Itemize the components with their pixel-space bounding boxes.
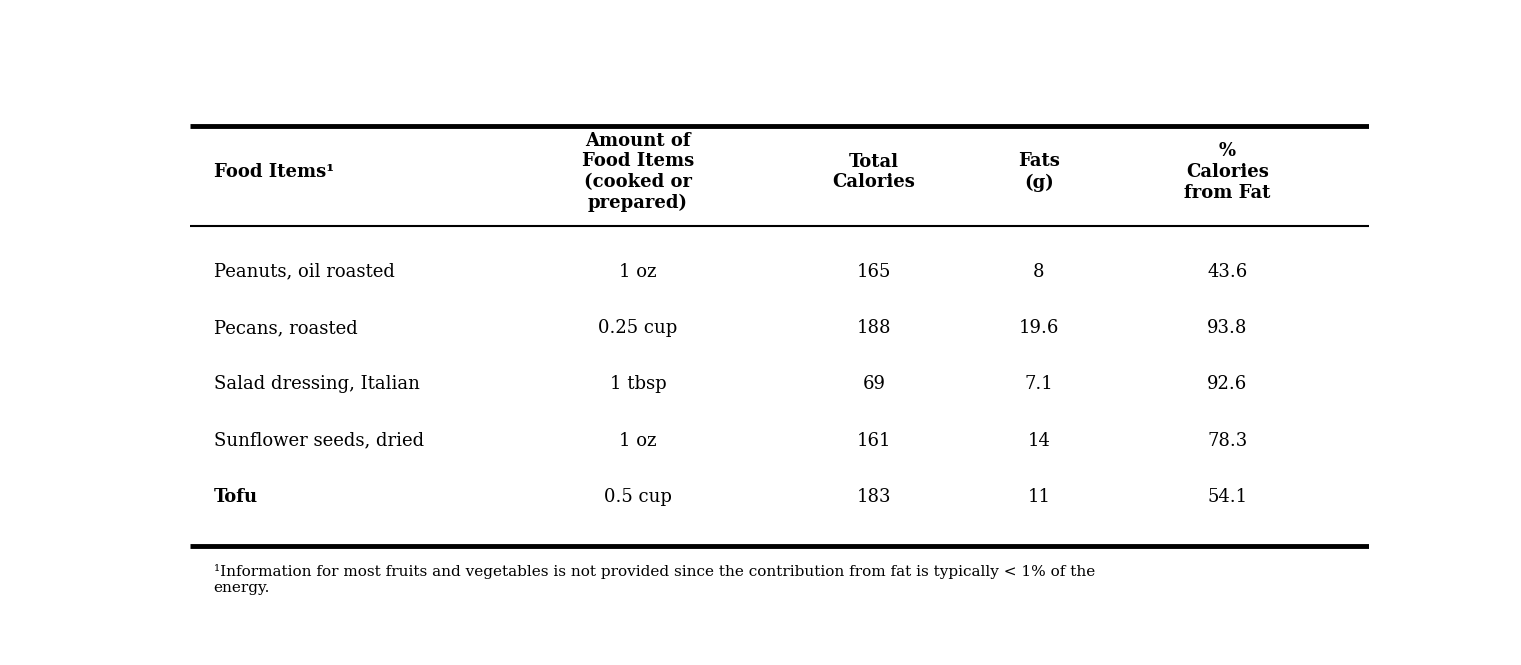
Text: Pecans, roasted: Pecans, roasted — [213, 319, 357, 337]
Text: Peanuts, oil roasted: Peanuts, oil roasted — [213, 263, 394, 281]
Text: 1 oz: 1 oz — [619, 432, 657, 450]
Text: 11: 11 — [1027, 488, 1051, 506]
Text: Tofu: Tofu — [213, 488, 259, 506]
Text: 183: 183 — [856, 488, 891, 506]
Text: 1 tbsp: 1 tbsp — [610, 376, 666, 394]
Text: Total
Calories: Total Calories — [832, 152, 916, 192]
Text: 19.6: 19.6 — [1019, 319, 1059, 337]
Text: 0.5 cup: 0.5 cup — [604, 488, 672, 506]
Text: Food Items¹: Food Items¹ — [213, 163, 333, 181]
Text: 7.1: 7.1 — [1025, 376, 1053, 394]
Text: 161: 161 — [856, 432, 891, 450]
Text: 93.8: 93.8 — [1208, 319, 1247, 337]
Text: Amount of
Food Items
(cooked or
prepared): Amount of Food Items (cooked or prepared… — [583, 132, 694, 212]
Text: 54.1: 54.1 — [1208, 488, 1247, 506]
Text: %
Calories
from Fat: % Calories from Fat — [1185, 142, 1270, 201]
Text: 69: 69 — [862, 376, 885, 394]
Text: Sunflower seeds, dried: Sunflower seeds, dried — [213, 432, 424, 450]
Text: 0.25 cup: 0.25 cup — [598, 319, 678, 337]
Text: 14: 14 — [1027, 432, 1051, 450]
Text: 1 oz: 1 oz — [619, 263, 657, 281]
Text: 8: 8 — [1033, 263, 1045, 281]
Text: 92.6: 92.6 — [1208, 376, 1247, 394]
Text: 43.6: 43.6 — [1208, 263, 1247, 281]
Text: 188: 188 — [856, 319, 891, 337]
Text: 165: 165 — [856, 263, 891, 281]
Text: Salad dressing, Italian: Salad dressing, Italian — [213, 376, 420, 394]
Text: 78.3: 78.3 — [1208, 432, 1247, 450]
Text: ¹Information for most fruits and vegetables is not provided since the contributi: ¹Information for most fruits and vegetab… — [213, 564, 1095, 595]
Text: Fats
(g): Fats (g) — [1018, 152, 1060, 192]
